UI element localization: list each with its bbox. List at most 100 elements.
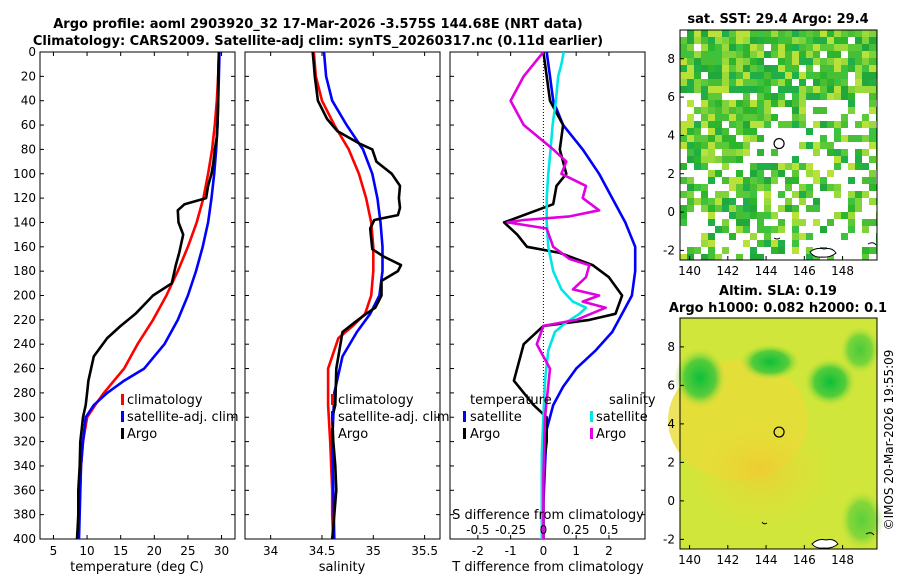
sst-cell (715, 86, 722, 93)
sst-cell (792, 30, 799, 37)
sst-cell (694, 72, 701, 79)
sst-cell (694, 198, 701, 205)
sst-cell (715, 191, 722, 198)
sst-cell (729, 44, 736, 51)
sst-cell (848, 107, 855, 114)
sst-cell (764, 37, 771, 44)
sst-cell (792, 170, 799, 177)
sst-cell (792, 107, 799, 114)
sst-cell (834, 163, 841, 170)
y-tick-label: 380 (13, 508, 36, 522)
sst-cell (701, 65, 708, 72)
sst-cell (757, 44, 764, 51)
sla-field-low (674, 348, 726, 408)
sst-cell (722, 226, 729, 233)
sst-cell (855, 86, 862, 93)
sst-cell (722, 156, 729, 163)
x-tick-label: -2 (472, 544, 484, 558)
sst-cell (771, 72, 778, 79)
sst-cell (764, 205, 771, 212)
sst-cell (792, 121, 799, 128)
sst-cell (708, 142, 715, 149)
sst-cell (764, 121, 771, 128)
sst-cell (722, 86, 729, 93)
sst-cell (869, 128, 876, 135)
sst-cell (792, 72, 799, 79)
y-tick-label: 240 (13, 337, 36, 351)
sst-cell (806, 184, 813, 191)
sst-cell (708, 86, 715, 93)
legend-s-satellite-label: satellite (596, 410, 648, 425)
sst-cell (715, 205, 722, 212)
sst-cell (820, 44, 827, 51)
legend-temperature-header: temperature (470, 393, 552, 408)
temperature-legend: climatology satellite-adj. clim Argo (121, 393, 239, 442)
sst-cell (855, 65, 862, 72)
sst-cell (792, 114, 799, 121)
sst-cell (862, 44, 869, 51)
sst-cell (862, 79, 869, 86)
sst-cell (827, 184, 834, 191)
sst-cell (701, 107, 708, 114)
sst-cell (820, 135, 827, 142)
y-tick-label: 300 (13, 410, 36, 424)
sst-cell (701, 58, 708, 65)
sst-cell (750, 121, 757, 128)
sst-cell (729, 58, 736, 65)
sst-cell (757, 51, 764, 58)
sst-cell (771, 51, 778, 58)
sst-cell (757, 184, 764, 191)
sst-cell (841, 233, 848, 240)
sst-cell (701, 233, 708, 240)
sst-cell (757, 240, 764, 247)
sst-cell (757, 86, 764, 93)
sst-cell (834, 51, 841, 58)
sst-cell (771, 100, 778, 107)
sst-cell (750, 37, 757, 44)
sst-cell (729, 37, 736, 44)
y-tick-label: 340 (13, 459, 36, 473)
y-tick-label: 200 (13, 289, 36, 303)
sst-cell (771, 93, 778, 100)
sst-cell (722, 58, 729, 65)
sst-cell (750, 72, 757, 79)
sst-cell (848, 219, 855, 226)
sst-cell (820, 58, 827, 65)
sst-cell (806, 191, 813, 198)
sst-cell (848, 58, 855, 65)
sst-argo-location-marker (773, 137, 785, 150)
sst-cell (694, 86, 701, 93)
y-tick-label: 160 (13, 240, 36, 254)
sst-cell (743, 198, 750, 205)
sst-cell (799, 58, 806, 65)
sst-cell (827, 37, 834, 44)
sst-cell (750, 170, 757, 177)
sst-cell (736, 226, 743, 233)
sst-cell (778, 58, 785, 65)
sst-cell (855, 149, 862, 156)
sst-cell (827, 79, 834, 86)
sst-cell (701, 93, 708, 100)
sst-coastline (867, 242, 877, 246)
sst-cell (834, 65, 841, 72)
sst-cell (855, 121, 862, 128)
temperature-panel: 0 20 40 60 80 100 120 140 160 180 200 220 240 260 280 3… (13, 45, 239, 575)
map-x-tick-label: 144 (755, 264, 778, 278)
sst-cell (701, 135, 708, 142)
sst-cell (792, 37, 799, 44)
sst-cell (785, 37, 792, 44)
sst-cell (729, 205, 736, 212)
sst-cell (869, 156, 876, 163)
sst-cell (764, 184, 771, 191)
difference-s-satellite-line (540, 52, 588, 539)
sst-cell (736, 65, 743, 72)
sst-cell (736, 44, 743, 51)
sst-cell (687, 142, 694, 149)
sst-map-axes (679, 29, 878, 261)
sst-cell (729, 184, 736, 191)
sst-cell (715, 156, 722, 163)
sst-cell (708, 79, 715, 86)
sst-cell (722, 149, 729, 156)
sst-cell (862, 177, 869, 184)
sst-cell (813, 142, 820, 149)
